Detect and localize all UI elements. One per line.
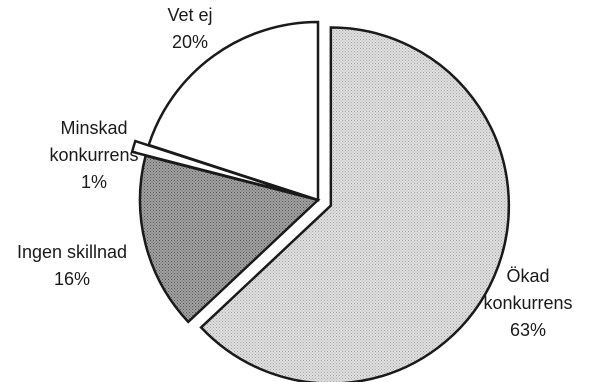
slice-label-ingen-skillnad: Ingen skillnad 16%	[17, 242, 127, 289]
pie-slice--kad-konkurrens	[199, 26, 511, 382]
slice-percent: 1%	[81, 172, 107, 192]
pie-slice-vet-ej	[147, 20, 320, 202]
slice-percent: 63%	[510, 320, 546, 340]
slice-percent: 16%	[54, 269, 90, 289]
slice-name: Ökad	[506, 266, 549, 286]
slice-label-minskad-konkurrens: Minskad konkurrens 1%	[49, 118, 138, 192]
pie-slice-ingen-skillnad	[138, 154, 321, 324]
slice-percent: 20%	[172, 32, 208, 52]
pie-slices	[130, 20, 511, 382]
slice-name: Minskad	[60, 118, 127, 138]
slice-name: Ingen skillnad	[17, 242, 127, 262]
slice-label--kad-konkurrens: Ökad konkurrens 63%	[483, 266, 572, 340]
slice-label-vet-ej: Vet ej 20%	[167, 5, 212, 52]
pie-labels: Ökad konkurrens 63% Ingen skillnad 16% Minska…	[17, 5, 573, 340]
slice-name: konkurrens	[49, 145, 138, 165]
slice-name: Vet ej	[167, 5, 212, 25]
slice-name: konkurrens	[483, 293, 572, 313]
